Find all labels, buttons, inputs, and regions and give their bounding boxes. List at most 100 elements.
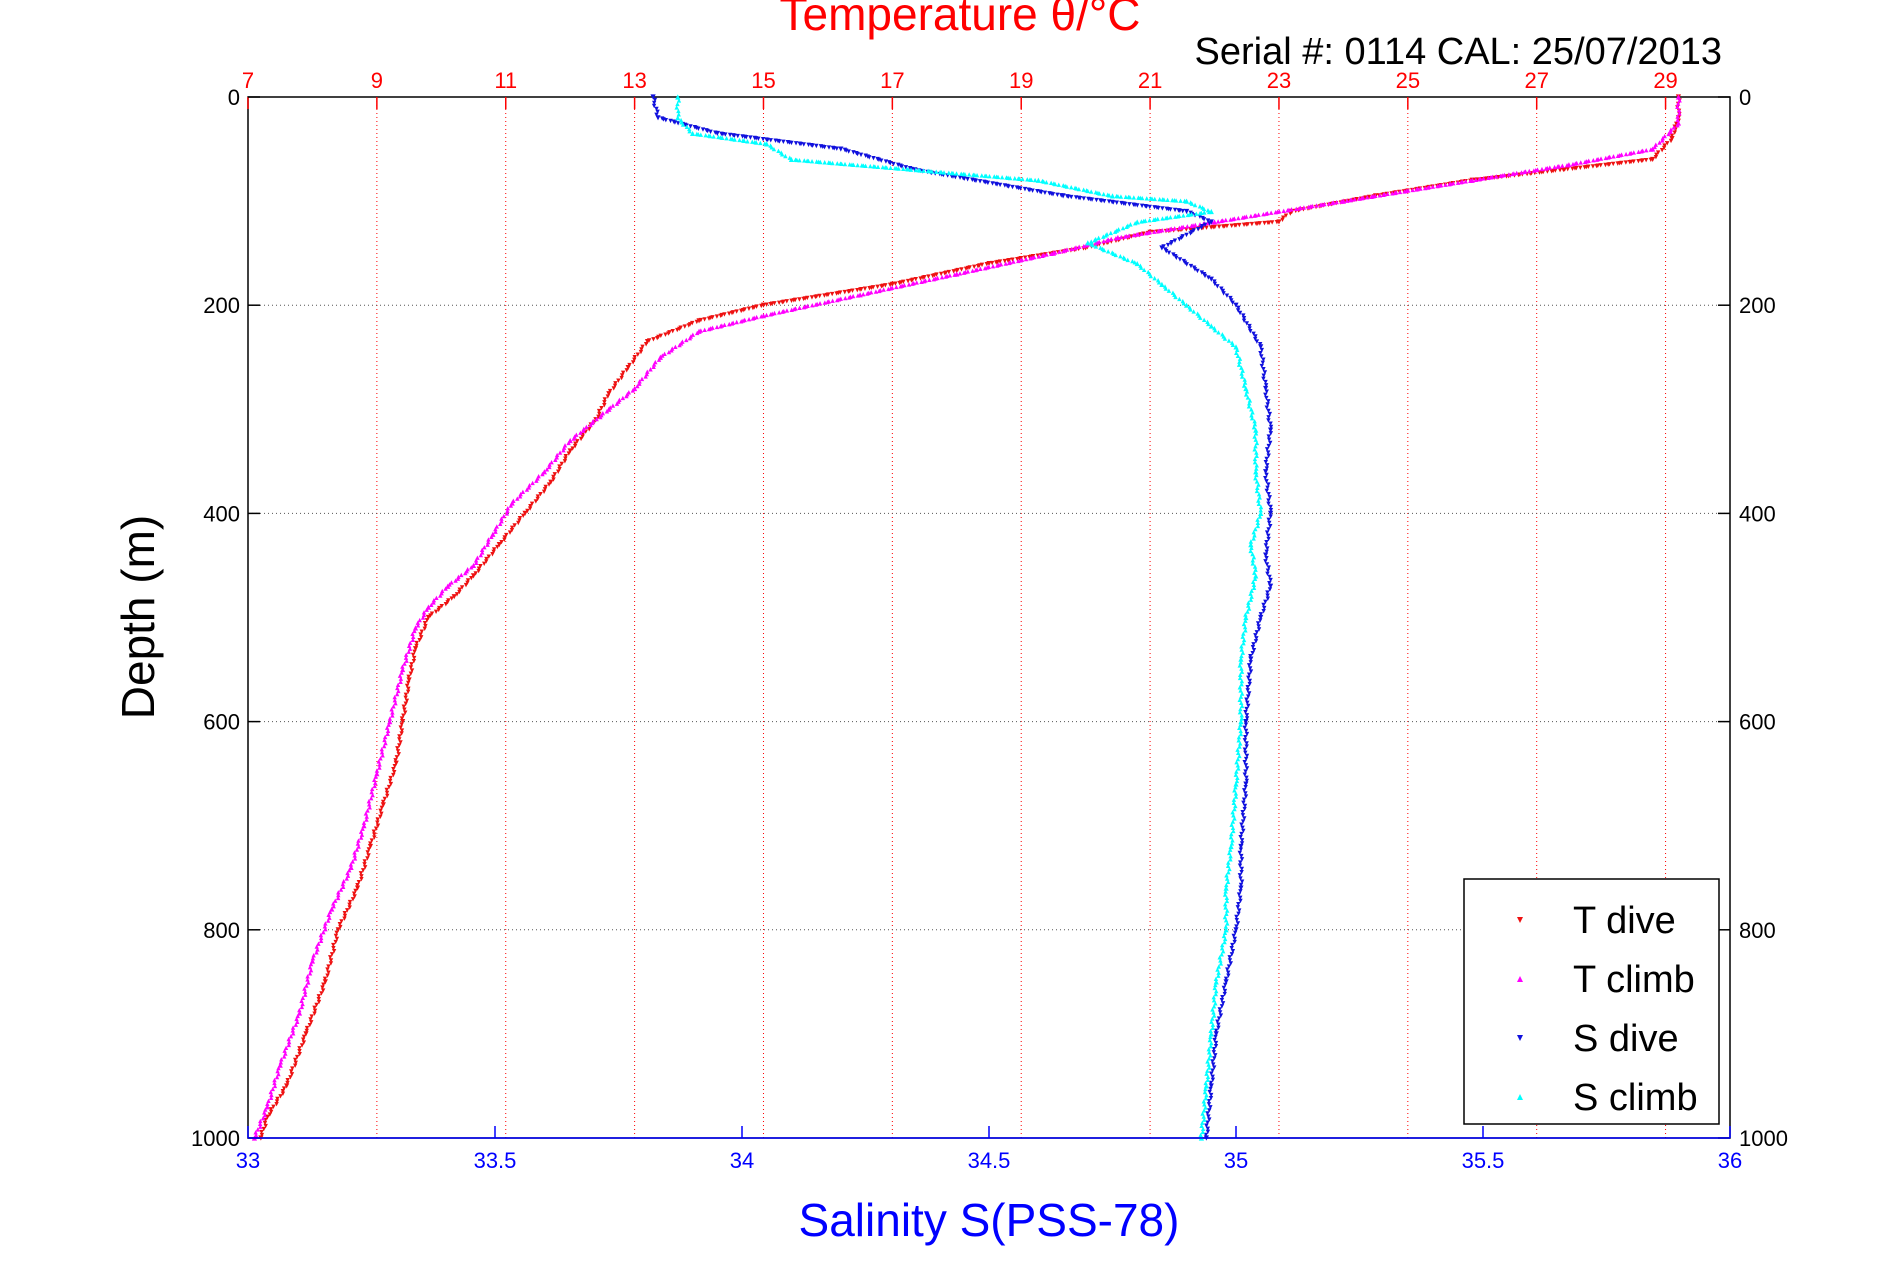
s-dive-point bbox=[1254, 636, 1259, 641]
s-dive-point bbox=[781, 139, 786, 145]
t-climb-point bbox=[276, 1071, 281, 1077]
t-dive-point bbox=[391, 766, 396, 772]
t-climb-point bbox=[325, 918, 331, 923]
t-dive-point bbox=[578, 436, 584, 442]
s-climb-point bbox=[1029, 177, 1034, 182]
s-dive-point bbox=[814, 143, 819, 149]
t-dive-point bbox=[401, 713, 406, 718]
t-climb-point bbox=[269, 1092, 274, 1098]
s-dive-point bbox=[1238, 895, 1243, 900]
s-climb-point bbox=[1238, 706, 1243, 712]
s-climb-point bbox=[1201, 1114, 1206, 1119]
s-dive-point bbox=[1204, 1123, 1209, 1128]
s-climb-point bbox=[1225, 863, 1231, 868]
t-dive-point bbox=[613, 381, 618, 386]
t-dive-point bbox=[304, 1025, 310, 1031]
s-climb-point bbox=[1233, 794, 1239, 799]
s-climb-point bbox=[1244, 389, 1250, 394]
t-climb-point bbox=[282, 1048, 287, 1053]
series-t-climb bbox=[251, 94, 1682, 1141]
s-climb-point bbox=[1248, 548, 1253, 554]
s-climb-point bbox=[1189, 201, 1195, 206]
s-climb-point bbox=[1249, 594, 1254, 599]
t-dive-point bbox=[1655, 150, 1661, 155]
t-dive-point bbox=[605, 394, 611, 399]
t-dive-point bbox=[409, 668, 415, 673]
t-dive-point bbox=[354, 885, 361, 891]
s-dive-point bbox=[1239, 822, 1244, 827]
t-dive-point bbox=[303, 1031, 309, 1037]
s-climb-point bbox=[1230, 838, 1235, 843]
s-dive-point bbox=[1243, 750, 1248, 756]
t-climb-point bbox=[694, 330, 700, 336]
s-dive-point bbox=[1208, 1105, 1213, 1110]
s-dive-point bbox=[1050, 192, 1056, 197]
s-climb-point bbox=[1093, 244, 1099, 249]
t-dive-point bbox=[299, 1043, 305, 1048]
s-climb-point bbox=[1007, 175, 1013, 181]
t-climb-point bbox=[1185, 224, 1190, 229]
t-dive-point bbox=[309, 1020, 314, 1025]
t-climb-point bbox=[364, 817, 369, 822]
s-dive-point bbox=[1235, 905, 1240, 910]
t-dive-point bbox=[994, 260, 999, 265]
t-climb-point bbox=[1318, 202, 1323, 208]
t-dive-point bbox=[261, 1126, 267, 1132]
s-dive-point bbox=[1205, 1126, 1211, 1132]
t-dive-point bbox=[484, 559, 489, 564]
s-climb-point bbox=[1241, 631, 1246, 636]
s-dive-point bbox=[891, 161, 896, 167]
t-climb-point bbox=[1072, 245, 1078, 251]
s-climb-point bbox=[1237, 663, 1242, 668]
s-climb-point bbox=[1205, 1068, 1210, 1073]
s-dive-point bbox=[1240, 819, 1246, 824]
t-climb-point bbox=[1093, 241, 1098, 246]
s-climb-point bbox=[809, 159, 815, 164]
t-dive-point bbox=[275, 1096, 280, 1102]
t-climb-point bbox=[387, 716, 393, 721]
t-climb-point bbox=[355, 841, 361, 846]
s-dive-point bbox=[1263, 392, 1268, 398]
t-climb-point bbox=[300, 1001, 305, 1007]
t-climb-point bbox=[327, 909, 333, 915]
t-climb-point bbox=[395, 682, 401, 688]
s-dive-point bbox=[1243, 791, 1248, 796]
t-dive-point bbox=[597, 411, 602, 417]
t-climb-point bbox=[1152, 229, 1157, 234]
s-dive-point bbox=[1265, 450, 1271, 455]
s-climb-point bbox=[1230, 342, 1236, 347]
s-dive-point bbox=[1258, 351, 1263, 356]
t-climb-point bbox=[1603, 155, 1608, 161]
t-dive-point bbox=[322, 976, 328, 981]
s-climb-point bbox=[1255, 485, 1260, 490]
t-dive-point bbox=[607, 388, 613, 394]
t-dive-point bbox=[522, 510, 528, 516]
s-dive-point bbox=[985, 180, 991, 186]
t-climb-point bbox=[288, 1034, 294, 1039]
t-climb-point bbox=[910, 281, 915, 286]
s-dive-point bbox=[1235, 308, 1241, 313]
s-dive-point bbox=[1266, 418, 1271, 423]
t-climb-point bbox=[493, 529, 498, 534]
t-dive-point bbox=[335, 927, 341, 933]
s-dive-point bbox=[1060, 193, 1066, 199]
t-dive-point bbox=[938, 271, 944, 277]
t-dive-point bbox=[528, 503, 533, 509]
s-climb-point bbox=[1231, 800, 1236, 805]
t-dive-point bbox=[353, 888, 358, 894]
t-dive-point bbox=[406, 680, 411, 686]
t-dive-point bbox=[312, 1005, 317, 1011]
t-climb-point bbox=[1357, 196, 1362, 201]
s-climb-point bbox=[732, 137, 737, 142]
t-dive-point bbox=[365, 850, 370, 855]
s-dive-point bbox=[1213, 1034, 1218, 1040]
t-dive-point bbox=[520, 513, 526, 519]
s-dive-point bbox=[1261, 602, 1266, 608]
t-dive-point bbox=[1653, 154, 1659, 160]
s-climb-point bbox=[1246, 606, 1252, 611]
t-dive-point bbox=[362, 862, 367, 867]
t-dive-point bbox=[625, 365, 631, 371]
t-dive-point bbox=[1557, 168, 1563, 173]
t-climb-point bbox=[746, 316, 752, 322]
s-dive-point bbox=[1006, 184, 1011, 189]
